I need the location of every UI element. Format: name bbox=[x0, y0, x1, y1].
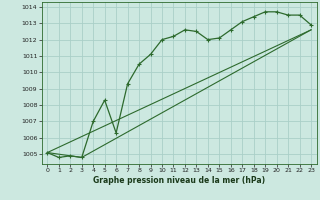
X-axis label: Graphe pression niveau de la mer (hPa): Graphe pression niveau de la mer (hPa) bbox=[93, 176, 265, 185]
